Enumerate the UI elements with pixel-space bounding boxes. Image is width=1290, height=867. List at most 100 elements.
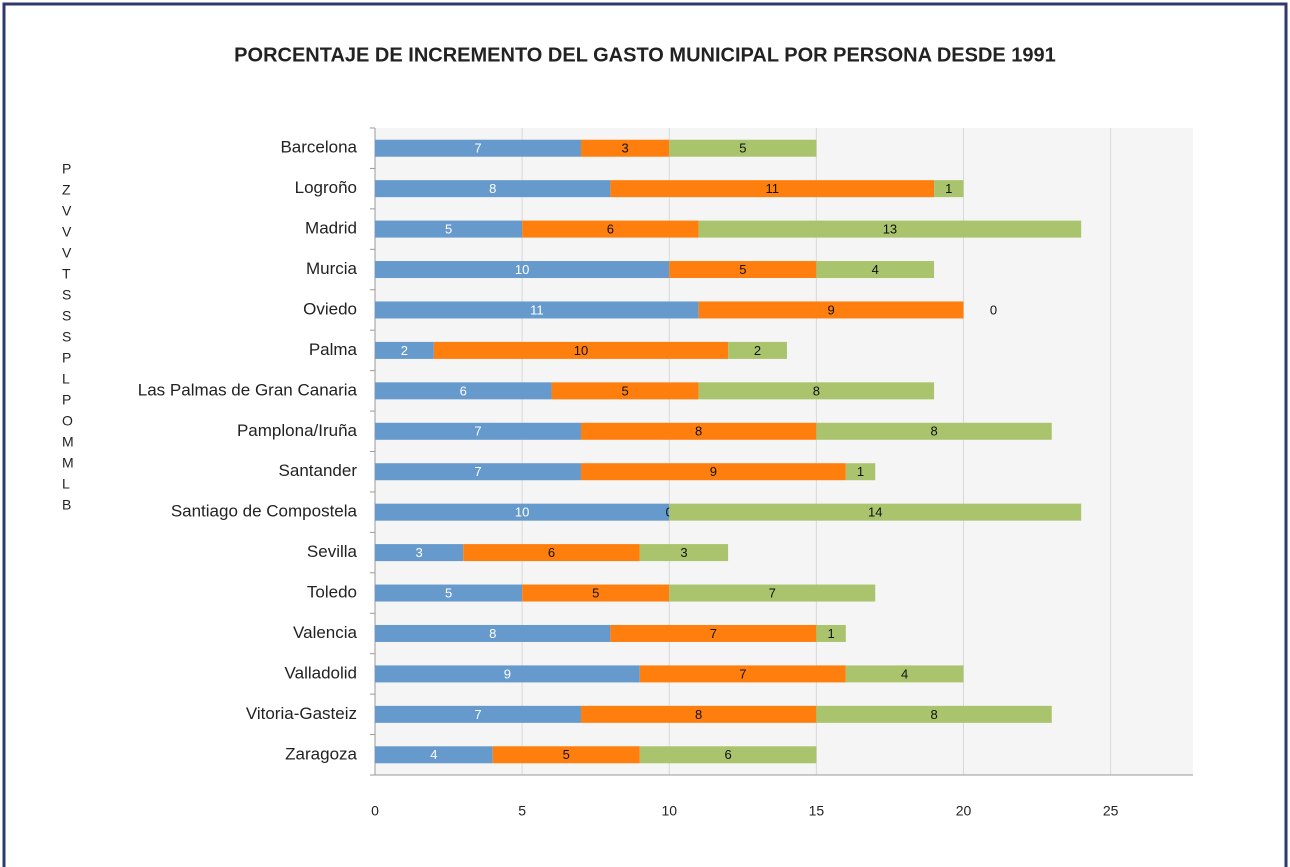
data-label: 6: [607, 222, 614, 237]
bar-segment: [375, 341, 434, 359]
data-label: 5: [563, 747, 570, 762]
clipped-label: P: [62, 350, 71, 366]
bar-segment: [375, 422, 581, 440]
bar-segment: [639, 544, 729, 562]
x-tick-label: 20: [956, 803, 972, 819]
data-label: 3: [416, 545, 423, 560]
bar-segment: [816, 624, 846, 642]
bar-segment: [375, 705, 581, 723]
bar-segment: [639, 665, 846, 683]
x-tick-label: 5: [518, 803, 526, 819]
x-tick-label: 10: [661, 803, 677, 819]
y-tick-label: Oviedo: [303, 299, 357, 318]
data-label: 5: [739, 141, 746, 156]
bar-segment: [669, 139, 817, 157]
bar-segment: [580, 463, 846, 481]
data-label: 5: [445, 222, 452, 237]
data-label: 3: [621, 141, 628, 156]
clipped-label: V: [62, 203, 72, 219]
bar-segment: [845, 665, 964, 683]
bar-segment: [375, 584, 523, 602]
bar-segment: [610, 624, 817, 642]
data-label: 9: [710, 464, 717, 479]
data-label: 7: [769, 585, 776, 600]
clipped-label: P: [62, 161, 71, 177]
clipped-label: O: [62, 413, 73, 429]
y-tick-label: Pamplona/Iruña: [237, 421, 358, 440]
data-label: 5: [621, 383, 628, 398]
bar-segment: [375, 220, 523, 238]
data-label: 1: [827, 626, 834, 641]
data-label: 7: [739, 666, 746, 681]
clipped-label: V: [62, 224, 72, 240]
bar-segment: [669, 584, 876, 602]
clipped-label: S: [62, 329, 71, 345]
clipped-label: B: [62, 497, 71, 513]
y-tick-label: Vitoria-Gasteiz: [246, 704, 357, 723]
y-tick-label: Las Palmas de Gran Canaria: [138, 380, 358, 399]
bar-segment: [375, 463, 581, 481]
data-label: 2: [754, 343, 761, 358]
bar-segment: [375, 261, 670, 279]
clipped-label: S: [62, 287, 71, 303]
data-label: 6: [460, 383, 467, 398]
bar-segment: [492, 746, 640, 764]
y-tick-label: Toledo: [307, 583, 357, 602]
data-label: 7: [474, 464, 481, 479]
data-label: 7: [474, 707, 481, 722]
bar-segment: [816, 705, 1052, 723]
data-label: 2: [401, 343, 408, 358]
chart-title: PORCENTAJE DE INCREMENTO DEL GASTO MUNIC…: [234, 44, 1056, 66]
y-tick-label: Valladolid: [285, 663, 357, 682]
data-label: 1: [945, 181, 952, 196]
bar-segment: [698, 220, 1082, 238]
data-label: 8: [695, 707, 702, 722]
bar-segment: [580, 422, 817, 440]
y-tick-label: Santiago de Compostela: [171, 502, 358, 521]
data-label: 11: [765, 181, 779, 196]
bar-segment: [375, 503, 670, 521]
data-label: 10: [515, 262, 529, 277]
data-label: 6: [548, 545, 555, 560]
data-label: 8: [489, 181, 496, 196]
bar-segment: [934, 180, 964, 198]
data-label: 8: [813, 383, 820, 398]
data-label: 1: [857, 464, 864, 479]
clipped-label: Z: [62, 182, 71, 198]
bar-segment: [698, 301, 964, 319]
data-label: 10: [574, 343, 588, 358]
data-label: 5: [592, 585, 599, 600]
bar-segment: [375, 301, 699, 319]
bar-segment: [375, 180, 611, 198]
data-label: 13: [883, 222, 897, 237]
bar-segment: [375, 624, 611, 642]
data-label: 7: [474, 141, 481, 156]
bar-segment: [728, 341, 787, 359]
y-tick-label: Sevilla: [307, 542, 358, 561]
y-tick-label: Logroño: [295, 178, 357, 197]
y-tick-label: Valencia: [293, 623, 357, 642]
bar-segment: [375, 665, 640, 683]
data-label: 8: [489, 626, 496, 641]
bar-segment: [522, 584, 670, 602]
data-label: 8: [695, 424, 702, 439]
y-tick-label: Zaragoza: [285, 744, 357, 763]
data-label: 8: [930, 707, 937, 722]
bar-segment: [375, 382, 552, 400]
clipped-label: V: [62, 245, 72, 261]
data-label: 11: [530, 302, 544, 317]
data-label: 4: [901, 666, 908, 681]
data-label: 5: [739, 262, 746, 277]
y-tick-label: Palma: [309, 340, 358, 359]
data-label: 14: [868, 505, 882, 520]
bar-segment: [580, 705, 817, 723]
bar-segment: [375, 139, 581, 157]
bar-segment: [610, 180, 935, 198]
y-tick-label: Madrid: [305, 219, 357, 238]
data-label: 10: [515, 505, 529, 520]
clipped-label: L: [62, 371, 70, 387]
clipped-label: T: [62, 266, 71, 282]
data-label: 9: [827, 302, 834, 317]
data-label: 8: [930, 424, 937, 439]
